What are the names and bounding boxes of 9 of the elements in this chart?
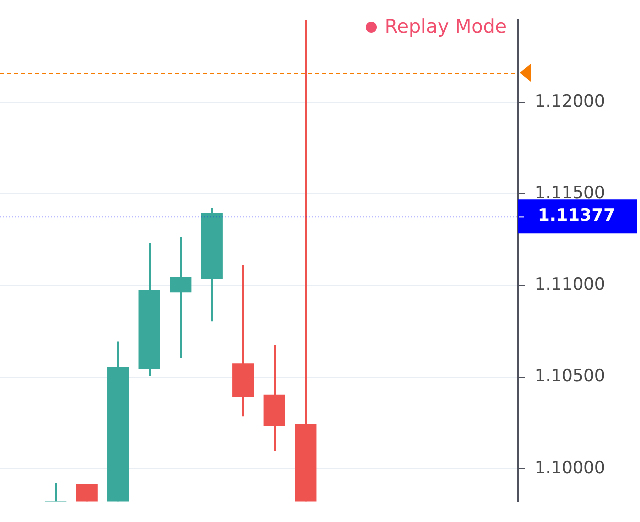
y-tick-label: 1.11500 [535,184,606,204]
candlestick [170,236,192,360]
annotation: Replay Mode [384,16,507,38]
y-tick-label: 1.10500 [535,366,606,387]
y-tick-label: 1.11000 [535,275,606,296]
ref-line-label: 1.11377 [538,206,616,226]
candlestick [76,484,98,502]
y-tick-label: 1.10000 [535,458,606,478]
y-tick-label: 1.12000 [535,92,606,112]
